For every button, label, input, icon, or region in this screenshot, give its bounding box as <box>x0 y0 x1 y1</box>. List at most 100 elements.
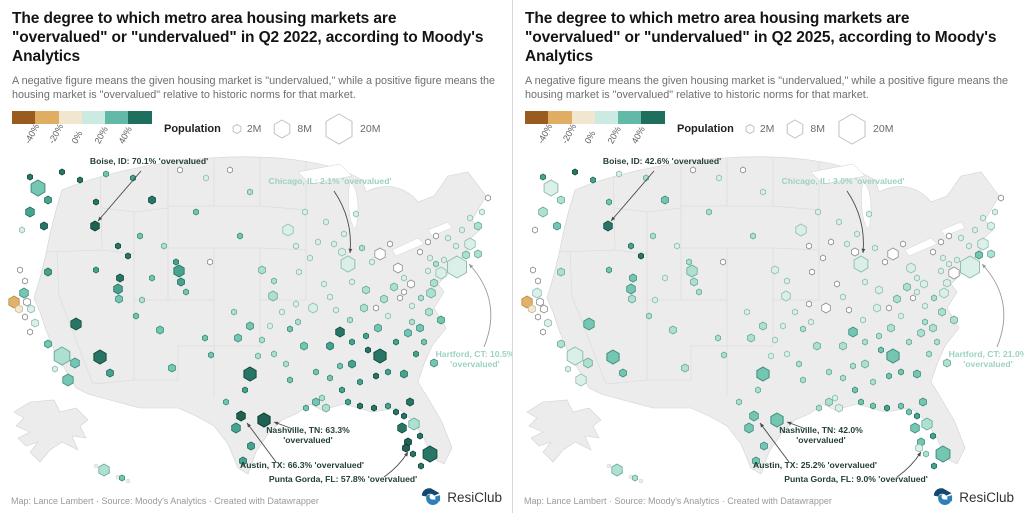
metro-hex[interactable] <box>362 285 370 295</box>
metro-hex[interactable] <box>364 346 372 354</box>
metro-hex[interactable] <box>246 321 254 331</box>
map-canvas[interactable]: Boise, ID: 42.6% 'overvalued' Chicago, IL… <box>513 150 1024 487</box>
metro-hex[interactable] <box>356 378 364 386</box>
metro-hex[interactable] <box>484 194 492 202</box>
metro-hex[interactable] <box>247 441 255 451</box>
metro-hex[interactable] <box>430 358 438 368</box>
metro-hex[interactable] <box>897 368 905 376</box>
metro-hex[interactable] <box>286 376 294 384</box>
metro-hex[interactable] <box>412 350 420 358</box>
metro-hex[interactable] <box>747 333 755 343</box>
metro-hex[interactable] <box>400 274 408 282</box>
metro-hex[interactable] <box>805 300 813 308</box>
metro-hex[interactable] <box>332 306 340 314</box>
metro-hex[interactable] <box>977 237 989 251</box>
metro-hex[interactable] <box>44 267 52 277</box>
metro-hex[interactable] <box>997 194 1005 202</box>
metro-hex[interactable] <box>619 368 627 378</box>
metro-hex[interactable] <box>172 258 180 266</box>
metro-hex[interactable] <box>409 450 417 458</box>
metro-hex[interactable] <box>628 242 634 250</box>
metro-hex[interactable] <box>705 208 713 216</box>
metro-hex[interactable] <box>628 294 636 304</box>
metro-hex[interactable] <box>851 386 859 394</box>
metro-hex[interactable] <box>815 404 823 412</box>
metro-hex[interactable] <box>356 402 364 410</box>
metro-hex[interactable] <box>695 288 703 296</box>
metro-hex[interactable] <box>754 386 762 394</box>
metro-hex[interactable] <box>392 338 400 346</box>
metro-hex[interactable] <box>849 362 857 370</box>
metro-hex[interactable] <box>616 170 622 178</box>
metro-hex[interactable] <box>268 290 278 302</box>
metro-hex[interactable] <box>93 349 107 365</box>
metro-hex[interactable] <box>939 254 947 262</box>
metro-hex[interactable] <box>435 266 447 280</box>
metro-hex[interactable] <box>877 346 885 354</box>
metro-hex[interactable] <box>606 349 620 365</box>
metro-hex[interactable] <box>312 397 320 407</box>
metro-hex[interactable] <box>839 293 847 301</box>
metro-hex[interactable] <box>373 348 387 364</box>
metro-hex[interactable] <box>557 267 565 277</box>
metro-hex[interactable] <box>236 410 246 422</box>
metro-hex[interactable] <box>739 166 747 174</box>
metro-hex[interactable] <box>474 249 482 259</box>
metro-hex[interactable] <box>432 232 440 240</box>
metro-hex[interactable] <box>407 279 415 289</box>
metro-hex[interactable] <box>230 308 238 316</box>
metro-hex[interactable] <box>626 283 636 295</box>
metro-hex[interactable] <box>821 302 831 314</box>
metro-hex[interactable] <box>478 208 486 216</box>
metro-hex[interactable] <box>848 326 858 338</box>
metro-hex[interactable] <box>201 334 209 342</box>
metro-hex[interactable] <box>306 254 314 262</box>
metro-hex[interactable] <box>326 341 334 351</box>
metro-hex[interactable] <box>853 255 869 273</box>
metro-hex[interactable] <box>27 304 35 314</box>
metro-hex[interactable] <box>799 376 807 384</box>
metro-hex[interactable] <box>119 474 125 482</box>
metro-hex[interactable] <box>861 359 869 369</box>
metro-hex[interactable] <box>950 315 958 325</box>
metro-hex[interactable] <box>70 357 80 369</box>
metro-hex[interactable] <box>845 306 853 314</box>
metro-hex[interactable] <box>689 166 697 174</box>
metro-hex[interactable] <box>681 363 689 373</box>
metro-hex[interactable] <box>18 226 26 234</box>
metro-hex[interactable] <box>913 412 921 420</box>
metro-hex[interactable] <box>534 313 542 321</box>
metro-hex[interactable] <box>885 372 893 380</box>
metro-hex[interactable] <box>906 262 916 274</box>
metro-hex[interactable] <box>922 450 930 458</box>
metro-hex[interactable] <box>318 394 326 402</box>
metro-hex[interactable] <box>44 195 52 205</box>
metro-hex[interactable] <box>930 294 938 302</box>
metro-hex[interactable] <box>534 277 542 285</box>
metro-hex[interactable] <box>843 240 851 248</box>
metro-hex[interactable] <box>314 238 322 246</box>
metro-hex[interactable] <box>93 266 99 274</box>
metro-hex[interactable] <box>987 249 995 259</box>
metro-hex[interactable] <box>539 173 546 181</box>
metro-hex[interactable] <box>400 412 408 420</box>
metro-hex[interactable] <box>93 198 99 206</box>
metro-hex[interactable] <box>897 312 905 320</box>
metro-hex[interactable] <box>98 463 110 477</box>
metro-hex[interactable] <box>925 350 933 358</box>
metro-hex[interactable] <box>831 394 839 402</box>
metro-hex[interactable] <box>869 378 877 386</box>
metro-hex[interactable] <box>125 252 132 260</box>
metro-hex[interactable] <box>690 277 698 287</box>
metro-hex[interactable] <box>521 295 533 309</box>
metro-hex[interactable] <box>835 218 843 226</box>
metro-hex[interactable] <box>437 315 445 325</box>
metro-hex[interactable] <box>308 302 318 314</box>
metro-hex[interactable] <box>234 333 242 343</box>
metro-hex[interactable] <box>917 328 925 338</box>
metro-hex[interactable] <box>462 250 470 260</box>
metro-hex[interactable] <box>881 258 889 266</box>
metro-hex[interactable] <box>566 346 584 366</box>
metro-hex[interactable] <box>115 242 121 250</box>
metro-hex[interactable] <box>62 373 74 387</box>
